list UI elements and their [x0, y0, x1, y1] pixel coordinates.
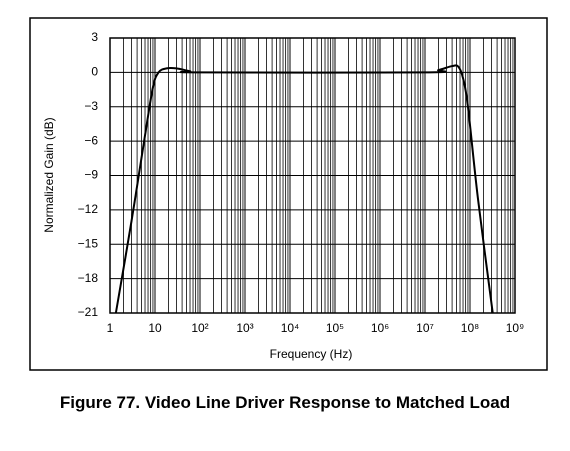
- y-tick-label: 0: [91, 65, 98, 79]
- x-axis-label: Frequency (Hz): [270, 347, 353, 361]
- response-curve: [114, 64, 494, 314]
- x-tick-label: 10⁸: [461, 321, 479, 335]
- x-tick-label: 10⁷: [416, 321, 434, 335]
- x-tick-label: 10: [148, 321, 162, 335]
- y-tick-label: −12: [78, 202, 99, 216]
- x-tick-label: 10⁹: [506, 321, 525, 335]
- y-tick-label: −6: [84, 133, 98, 147]
- x-tick-label: 10⁶: [371, 321, 389, 335]
- x-tick-label: 10³: [236, 321, 253, 335]
- y-axis-label: Normalized Gain (dB): [42, 117, 56, 232]
- x-tick-label: 10⁵: [326, 321, 344, 335]
- frame: [29, 17, 548, 371]
- y-tick-label: −9: [84, 168, 98, 182]
- y-tick-label: −21: [78, 305, 99, 319]
- x-tick-label: 1: [107, 321, 114, 335]
- y-tick-label: 3: [91, 30, 98, 44]
- plot-border: [109, 37, 516, 314]
- y-tick-label: −18: [78, 271, 99, 285]
- x-tick-label: 10²: [191, 321, 208, 335]
- x-tick-label: 10⁴: [281, 321, 300, 335]
- y-tick-label: −15: [78, 236, 99, 250]
- caption: Figure 77. Video Line Driver Response to…: [59, 393, 511, 412]
- y-tick-label: −3: [84, 99, 98, 113]
